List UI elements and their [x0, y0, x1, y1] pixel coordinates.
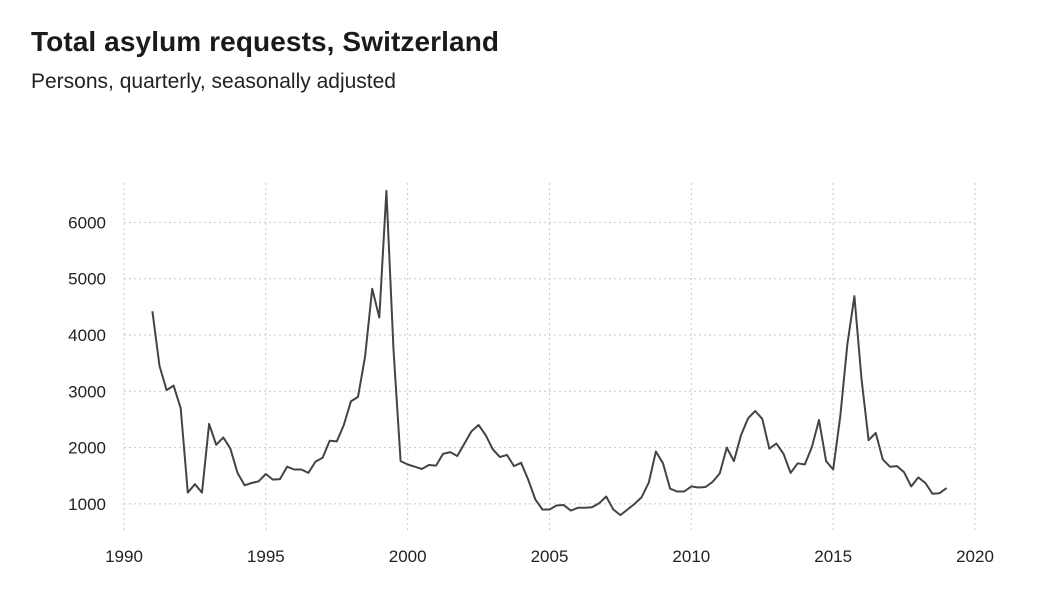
y-tick-label: 4000 [68, 326, 106, 345]
grid [123, 183, 976, 532]
x-tick-label: 1995 [247, 547, 285, 566]
y-tick-label: 5000 [68, 270, 106, 289]
x-tick-label: 2005 [531, 547, 569, 566]
x-axis: 1990 1995 2000 2005 2010 2015 2020 [105, 547, 994, 566]
x-tick-label: 2010 [672, 547, 710, 566]
series-line [151, 189, 948, 517]
x-tick-label: 2015 [814, 547, 852, 566]
y-tick-label: 2000 [68, 439, 106, 458]
chart-title: Total asylum requests, Switzerland [31, 26, 500, 57]
series-layer [151, 189, 948, 517]
x-tick-label: 1990 [105, 547, 143, 566]
y-axis: 1000 2000 3000 4000 5000 6000 [68, 213, 106, 513]
y-tick-label: 6000 [68, 213, 106, 232]
y-tick-label: 1000 [68, 495, 106, 514]
x-tick-label: 2000 [389, 547, 427, 566]
x-tick-label: 2020 [956, 547, 994, 566]
chart-subtitle: Persons, quarterly, seasonally adjusted [31, 70, 396, 93]
y-tick-label: 3000 [68, 382, 106, 401]
